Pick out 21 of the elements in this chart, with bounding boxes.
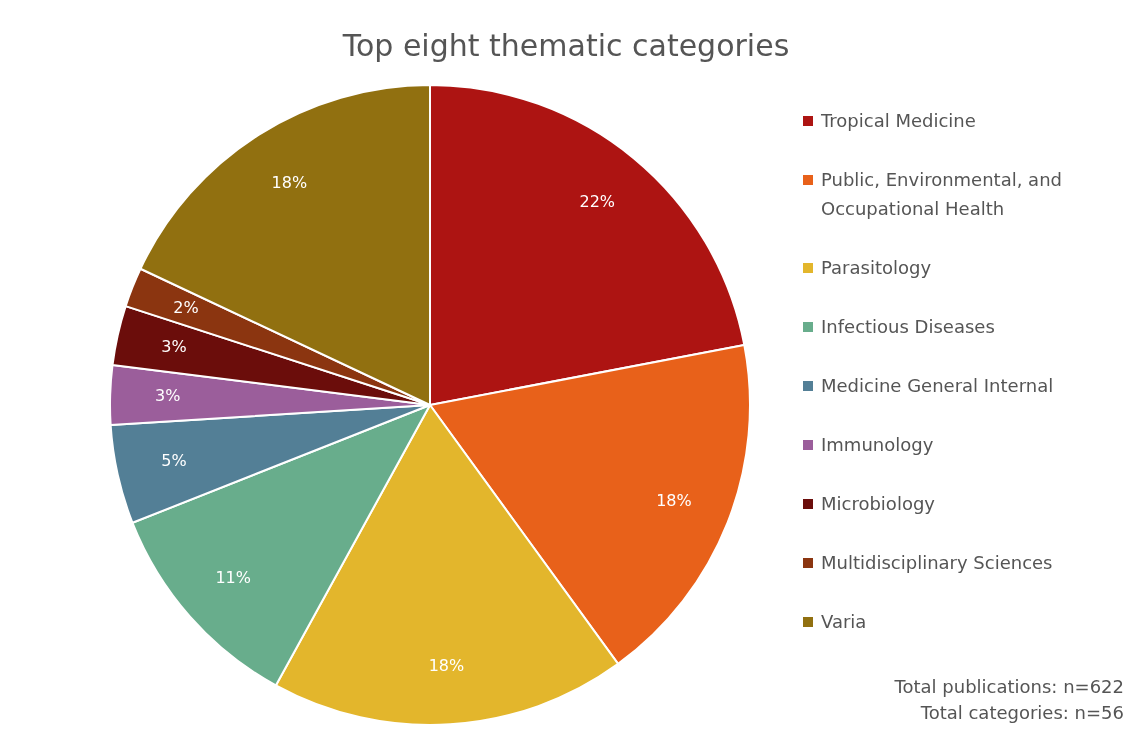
text: Total publications: n=622 xyxy=(894,675,1124,699)
legend-label: Immunology xyxy=(821,433,935,457)
data-label: 3% xyxy=(155,385,181,405)
legend-label: Multidisciplinary Sciences xyxy=(821,551,1054,575)
data-label: 2% xyxy=(173,297,199,317)
data-label: 5% xyxy=(161,451,187,471)
chart-title: Top eight thematic categories xyxy=(341,28,791,63)
data-label: 18% xyxy=(656,490,692,510)
text: Total categories: n=56 xyxy=(919,701,1124,725)
data-label: 18% xyxy=(428,656,465,676)
legend-label: Medicine General Internal xyxy=(821,374,1055,398)
legend-label: Microbiology xyxy=(821,492,936,516)
legend-label: Parasitology xyxy=(821,256,933,280)
data-label: 22% xyxy=(579,191,616,211)
legend-label: Varia xyxy=(821,610,868,634)
legend-label: Tropical Medicine xyxy=(821,109,977,133)
data-label: 18% xyxy=(271,172,308,192)
data-label: 3% xyxy=(161,336,187,356)
legend-label: Infectious Diseases xyxy=(821,315,996,339)
data-label: 11% xyxy=(215,567,251,587)
legend-label: Public, Environmental, and Occupational Health xyxy=(821,168,1063,221)
